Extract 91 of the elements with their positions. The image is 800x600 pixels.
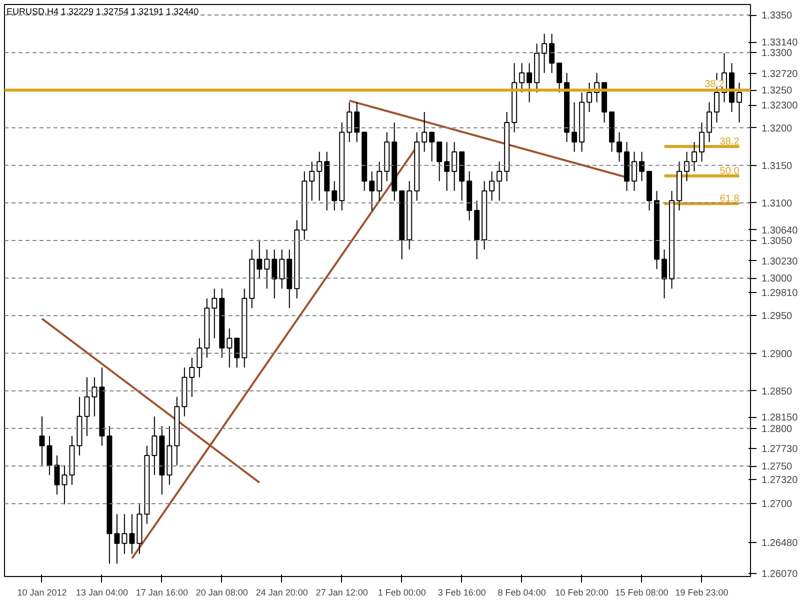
candlestick — [586, 82, 592, 112]
candlestick — [556, 62, 562, 93]
y-tick-label: 1.26070 — [762, 568, 798, 580]
x-tick-label: 13 Jan 04:00 — [76, 588, 128, 598]
y-tick-label: 1.27320 — [762, 475, 798, 486]
y-tick-label: 1.2800 — [762, 424, 793, 435]
candlestick — [62, 464, 68, 505]
candlestick — [152, 416, 158, 476]
candlestick — [212, 288, 218, 339]
y-tick-label: 1.29810 — [762, 288, 798, 299]
candlestick — [706, 102, 712, 143]
candlestick — [489, 170, 495, 202]
x-tick-label: 10 Feb 20:00 — [555, 588, 608, 598]
candlestick — [189, 357, 195, 398]
x-tick-label: 27 Jan 12:00 — [316, 588, 368, 598]
candlestick — [436, 142, 442, 182]
candlestick — [39, 416, 45, 466]
candlestick — [616, 132, 622, 162]
candlestick — [692, 142, 698, 172]
y-tick-label: 1.26480 — [762, 538, 798, 550]
candlestick — [376, 161, 382, 202]
candlestick — [272, 249, 278, 299]
x-tick-label: 10 Jan 2012 — [17, 588, 67, 598]
candlestick — [422, 111, 428, 152]
candlestick — [572, 102, 578, 152]
y-tick-label: 1.3100 — [762, 198, 793, 210]
y-tick-label: 1.32300 — [762, 100, 798, 112]
candlestick — [309, 161, 315, 202]
y-tick-label: 1.27730 — [762, 444, 798, 456]
y-tick-label: 1.2950 — [762, 311, 793, 322]
candlestick — [684, 151, 690, 182]
candlestick — [346, 102, 352, 143]
series-label: 38.2 — [720, 136, 740, 148]
x-tick-label: 19 Feb 23:00 — [675, 588, 728, 598]
x-tick-label: 20 Jan 08:00 — [196, 588, 248, 598]
x-tick-label: 3 Feb 16:00 — [438, 588, 486, 598]
x-tick-label: 15 Feb 08:00 — [615, 588, 668, 598]
candlestick — [332, 180, 338, 211]
candlestick — [279, 249, 285, 290]
candlestick — [354, 102, 360, 143]
candlestick — [542, 33, 548, 74]
candlestick — [519, 62, 525, 93]
y-tick-label: 1.2900 — [762, 348, 793, 360]
candlestick — [444, 142, 450, 192]
candlestick — [122, 514, 128, 554]
y-tick-label: 1.33140 — [762, 38, 798, 49]
x-tick-label: 17 Jan 16:00 — [136, 588, 188, 598]
candlestick — [549, 33, 555, 74]
x-tick-label: 8 Feb 04:00 — [498, 588, 546, 598]
y-tick-label: 1.3000 — [762, 274, 793, 285]
y-tick-label: 1.3150 — [762, 160, 793, 172]
y-tick-label: 1.3350 — [762, 10, 793, 22]
y-tick-label: 1.2700 — [762, 499, 793, 510]
candlestick — [196, 338, 202, 378]
y-tick-label: 1.28150 — [762, 412, 798, 424]
y-tick-label: 1.2750 — [762, 462, 793, 473]
candlestick — [639, 151, 645, 182]
x-tick-label: 1 Feb 00:00 — [378, 588, 426, 598]
candlestick — [114, 514, 120, 564]
candlestick — [496, 161, 502, 202]
candlestick — [54, 454, 60, 496]
candlestick — [699, 122, 705, 162]
candlestick — [452, 142, 458, 192]
series-label: 50.0 — [720, 166, 740, 177]
series-label: 61.8 — [720, 194, 740, 205]
candlestick — [226, 328, 232, 368]
candlestick — [129, 514, 135, 554]
chart-title: EURUSD,H4 1.32229 1.32754 1.32191 1.32440 — [6, 6, 199, 16]
annotation: 38.2 — [704, 79, 725, 90]
candlestick — [369, 170, 375, 211]
y-tick-label: 1.30640 — [762, 225, 798, 236]
candlestick — [92, 376, 98, 417]
y-tick-label: 1.3200 — [762, 123, 793, 134]
y-tick-label: 1.2850 — [762, 386, 793, 398]
y-tick-label: 1.30230 — [762, 256, 798, 268]
candlestick — [264, 249, 270, 290]
candlestick — [84, 376, 90, 436]
x-tick-label: 24 Jan 20:00 — [256, 588, 308, 598]
candlestick — [256, 239, 262, 280]
candlestick — [234, 338, 240, 368]
y-tick-label: 1.32720 — [762, 69, 798, 80]
candlestick — [429, 132, 435, 162]
candlestick — [526, 62, 532, 103]
candlestick — [632, 151, 638, 192]
y-tick-label: 1.3050 — [762, 236, 793, 248]
y-tick-label: 1.3250 — [762, 86, 793, 97]
candlestick — [662, 249, 668, 299]
candlestick — [736, 82, 742, 124]
candlestick — [316, 151, 322, 202]
y-tick-label: 1.3300 — [762, 48, 793, 60]
candlestick — [46, 435, 52, 476]
